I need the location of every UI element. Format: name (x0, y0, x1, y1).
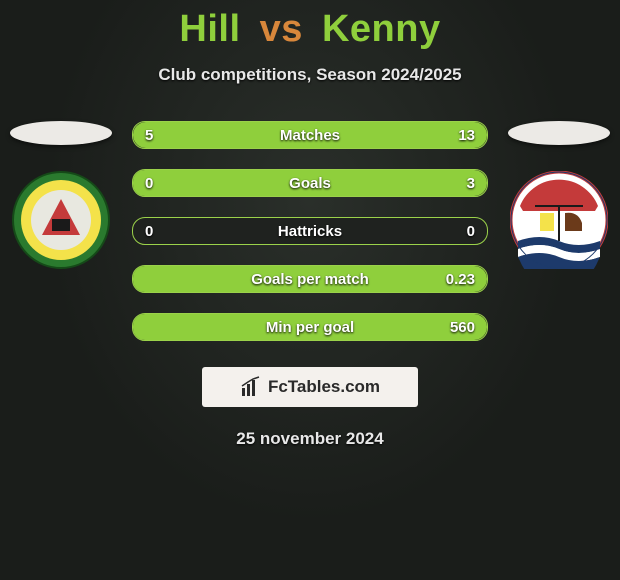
player1-name: Hill (179, 8, 240, 50)
stat-value-right: 3 (467, 170, 475, 196)
stat-label: Matches (133, 122, 487, 148)
left-side (0, 121, 122, 269)
crest-right-icon (510, 171, 608, 269)
bars-container: 5Matches130Goals30Hattricks0Goals per ma… (122, 121, 498, 341)
stat-row: 0Goals3 (132, 169, 488, 197)
vs-label: vs (260, 8, 303, 50)
comparison-card: Hill vs Kenny Club competitions, Season … (0, 0, 620, 580)
stat-row: Goals per match0.23 (132, 265, 488, 293)
stat-value-right: 13 (458, 122, 475, 148)
stats-area: 5Matches130Goals30Hattricks0Goals per ma… (0, 121, 620, 341)
right-ellipse (508, 121, 610, 145)
title: Hill vs Kenny (0, 0, 620, 51)
stat-label: Min per goal (133, 314, 487, 340)
left-club-badge (12, 171, 110, 269)
stat-label: Goals per match (133, 266, 487, 292)
crest-left-icon (12, 171, 110, 269)
subtitle: Club competitions, Season 2024/2025 (0, 65, 620, 85)
stat-label: Goals (133, 170, 487, 196)
right-club-badge (510, 171, 608, 269)
brand-text: FcTables.com (268, 377, 380, 397)
player2-name: Kenny (322, 8, 441, 50)
stat-value-right: 560 (450, 314, 475, 340)
right-side (498, 121, 620, 269)
stat-value-right: 0 (467, 218, 475, 244)
stat-row: 0Hattricks0 (132, 217, 488, 245)
chart-icon (240, 376, 262, 398)
stat-row: Min per goal560 (132, 313, 488, 341)
left-ellipse (10, 121, 112, 145)
brand-box[interactable]: FcTables.com (202, 367, 418, 407)
stat-label: Hattricks (133, 218, 487, 244)
date-text: 25 november 2024 (0, 429, 620, 449)
stat-value-right: 0.23 (446, 266, 475, 292)
stat-row: 5Matches13 (132, 121, 488, 149)
